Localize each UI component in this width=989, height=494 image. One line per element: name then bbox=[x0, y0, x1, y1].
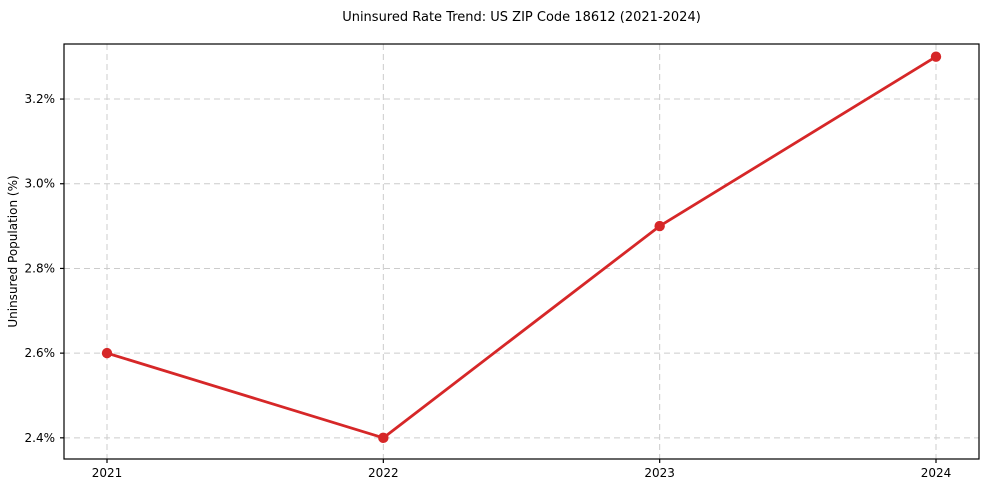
data-point-marker bbox=[101, 347, 113, 359]
x-tick-label: 2021 bbox=[92, 466, 123, 480]
chart-title: Uninsured Rate Trend: US ZIP Code 18612 … bbox=[342, 10, 701, 25]
axis-tick-marks bbox=[60, 98, 937, 463]
trend-line bbox=[105, 55, 938, 440]
y-tick-label: 2.6% bbox=[25, 346, 56, 360]
x-tick-label: 2024 bbox=[921, 466, 952, 480]
x-tick-label: 2023 bbox=[644, 466, 675, 480]
gridlines bbox=[64, 44, 979, 459]
y-tick-label: 3.0% bbox=[25, 177, 56, 191]
y-tick-label: 2.4% bbox=[25, 431, 56, 445]
data-points bbox=[101, 51, 942, 444]
plot-border bbox=[63, 43, 980, 460]
y-tick-labels: 2.4% 2.6% 2.8% 3.0% 3.2% bbox=[25, 92, 56, 445]
x-tick-labels: 2021 2022 2023 2024 bbox=[92, 466, 952, 480]
y-axis-label: Uninsured Population (%) bbox=[6, 175, 20, 327]
data-point-marker bbox=[378, 432, 389, 444]
data-point-marker bbox=[930, 51, 942, 62]
x-tick-label: 2022 bbox=[368, 466, 399, 480]
data-point-marker bbox=[654, 220, 665, 232]
y-tick-label: 3.2% bbox=[25, 92, 56, 106]
trend-line-series bbox=[105, 55, 938, 440]
y-tick-label: 2.8% bbox=[25, 261, 56, 275]
